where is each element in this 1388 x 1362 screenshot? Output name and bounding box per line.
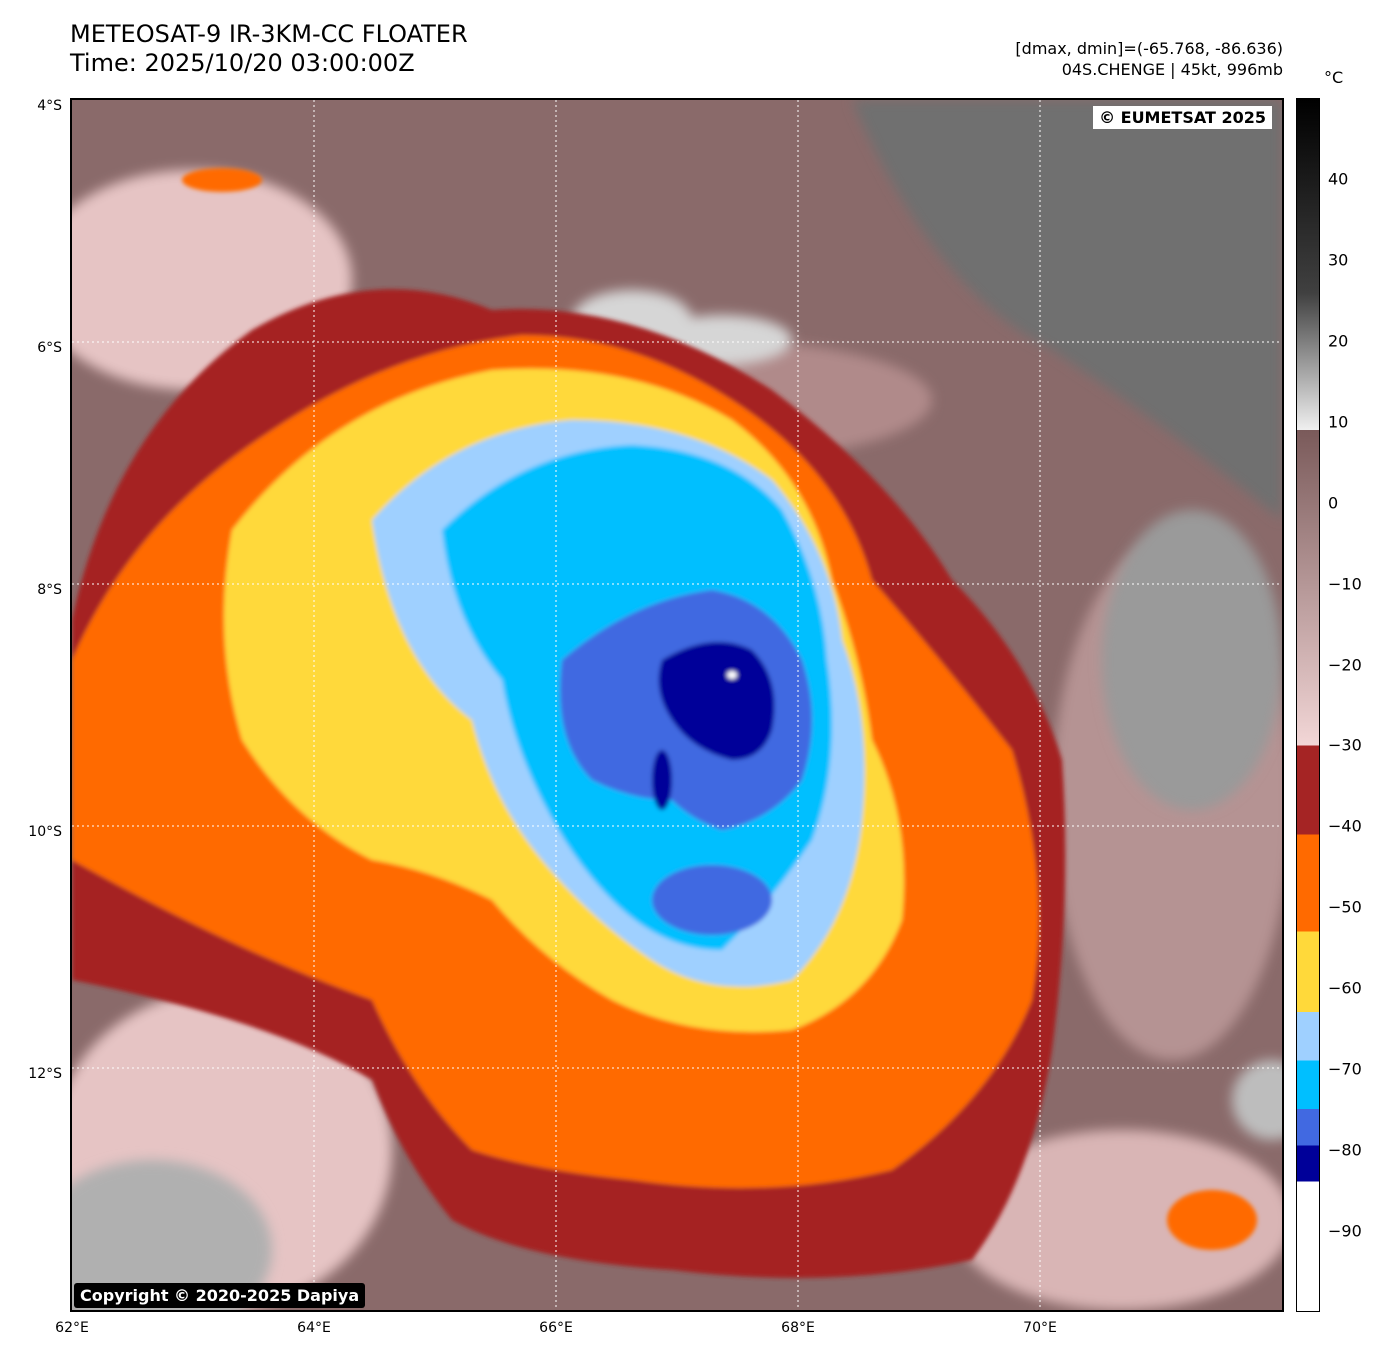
- latitude-label: 8°S: [37, 582, 62, 598]
- orange-rainband-se: [1167, 1190, 1257, 1250]
- title-line-1: METEOSAT-9 IR-3KM-CC FLOATER: [70, 20, 468, 48]
- navy-spot: [652, 750, 672, 810]
- copyright-badge: Copyright © 2020-2025 Dapiya: [74, 1283, 366, 1308]
- colorbar-tick-label: −50: [1328, 897, 1362, 917]
- navy-core: [658, 642, 775, 760]
- storm-info: [dmax, dmin]=(-65.768, -86.636) 04S.CHEN…: [1015, 38, 1283, 80]
- title-line-2: Time: 2025/10/20 03:00:00Z: [70, 49, 415, 77]
- satellite-image: [72, 100, 1282, 1310]
- colorbar-tick-label: 40: [1328, 169, 1349, 189]
- blue-band-south: [652, 865, 772, 935]
- latitude-label: 10°S: [28, 824, 62, 840]
- latitude-label: 6°S: [37, 340, 62, 356]
- colorbar-tick-label: 20: [1328, 331, 1349, 351]
- colorbar-tick-label: 0: [1328, 493, 1339, 513]
- colorbar-unit: °C: [1324, 68, 1344, 87]
- colorbar-tick-label: −60: [1328, 978, 1362, 998]
- colorbar-tick-label: −20: [1328, 655, 1362, 675]
- latitude-label: 12°S: [28, 1066, 62, 1082]
- white-spot: [727, 671, 737, 679]
- colorbar-tick-label: −30: [1328, 735, 1362, 755]
- info-line-2: 04S.CHENGE | 45kt, 996mb: [1061, 60, 1283, 79]
- satellite-map: © EUMETSAT 2025 Copyright © 2020-2025 Da…: [70, 98, 1284, 1312]
- info-line-1: [dmax, dmin]=(-65.768, -86.636): [1015, 39, 1283, 58]
- longitude-label: 64°E: [297, 1320, 331, 1336]
- gridlines: [72, 100, 1282, 1310]
- colorbar-tick-label: −80: [1328, 1140, 1362, 1160]
- eumetsat-credit: © EUMETSAT 2025: [1093, 106, 1272, 129]
- colorbar-tick-label: −90: [1328, 1221, 1362, 1241]
- colorbar: [1296, 98, 1320, 1312]
- colorbar-tick-label: −40: [1328, 816, 1362, 836]
- chart-title: METEOSAT-9 IR-3KM-CC FLOATER Time: 2025/…: [70, 20, 468, 78]
- convective-cloud-shield: [72, 168, 1257, 1278]
- colorbar-tick-label: 30: [1328, 250, 1349, 270]
- longitude-label: 70°E: [1023, 1320, 1057, 1336]
- longitude-label: 68°E: [781, 1320, 815, 1336]
- latitude-label: 4°S: [37, 98, 62, 114]
- orange-rainband-ne: [182, 168, 262, 192]
- colorbar-tick-label: −10: [1328, 574, 1362, 594]
- longitude-label: 66°E: [539, 1320, 573, 1336]
- colorbar-tick-label: 10: [1328, 412, 1349, 432]
- colorbar-tick-label: −70: [1328, 1059, 1362, 1079]
- longitude-label: 62°E: [55, 1320, 89, 1336]
